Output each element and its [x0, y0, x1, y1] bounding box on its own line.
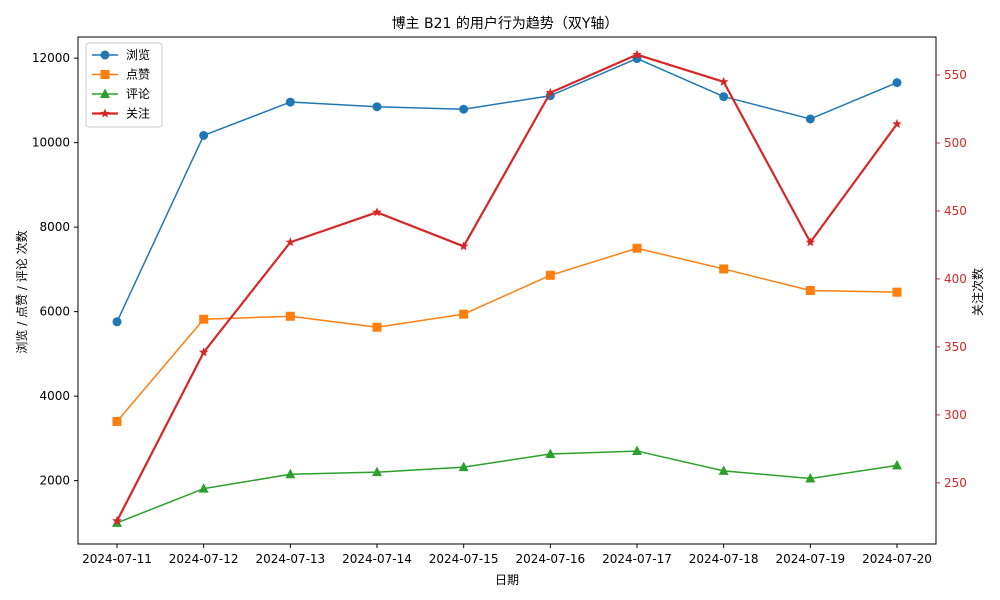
series-line-关注 [116, 53, 898, 522]
y-right-tick-label: 250 [944, 476, 967, 490]
x-tick-label: 2024-07-19 [775, 552, 845, 566]
x-tick-label: 2024-07-15 [429, 552, 499, 566]
data-point [285, 97, 295, 107]
data-point [892, 459, 902, 470]
data-point [892, 78, 902, 88]
legend-label: 评论 [126, 87, 150, 101]
y-left-tick-label: 4000 [39, 389, 70, 403]
series-line-浏览 [116, 57, 898, 323]
y-right-tick-label: 500 [944, 136, 967, 150]
data-point [892, 287, 902, 297]
legend-box [85, 42, 163, 128]
x-tick-label: 2024-07-20 [862, 552, 932, 566]
y-right-tick-label: 300 [944, 408, 967, 422]
data-point [112, 416, 122, 426]
data-point [199, 314, 209, 324]
data-point [458, 241, 469, 251]
data-point [372, 322, 382, 332]
legend-label: 浏览 [126, 47, 150, 62]
data-point [459, 104, 469, 114]
y-right-tick-label: 450 [944, 204, 967, 218]
data-point [719, 264, 729, 274]
data-point [112, 317, 122, 327]
data-point [718, 465, 729, 475]
data-point [198, 483, 209, 493]
data-point [632, 445, 642, 456]
legend-marker [100, 108, 110, 118]
y-left-tick-label: 8000 [39, 220, 70, 234]
y-right-tick-label: 550 [944, 68, 967, 82]
data-point [805, 286, 815, 295]
data-point [632, 243, 642, 253]
data-point [112, 515, 122, 525]
y-left-tick-label: 12000 [32, 51, 70, 65]
y-right-tick-label: 350 [944, 340, 967, 354]
y-axis-right-title: 关注次数 [970, 268, 985, 316]
data-point [285, 311, 295, 321]
y-axis-left-title: 浏览 / 点赞 / 评论 次数 [14, 230, 29, 353]
x-tick-label: 2024-07-17 [602, 552, 672, 566]
data-point [805, 237, 816, 247]
data-point [458, 461, 469, 472]
data-point [719, 92, 729, 102]
plot-frame [77, 36, 937, 545]
legend-marker [100, 88, 110, 98]
data-point [632, 49, 642, 59]
data-point [372, 207, 382, 217]
data-point [199, 130, 209, 140]
y-left-tick-label: 10000 [32, 136, 70, 150]
data-point [545, 448, 556, 459]
legend-marker [100, 50, 110, 60]
data-point [372, 466, 382, 477]
data-point [892, 118, 902, 129]
plot-area: 2024-07-11 2024-07-12 2024-07-13 2024-07-14… [32, 36, 967, 566]
y-left-tick-label: 6000 [39, 305, 70, 319]
data-point [285, 468, 296, 479]
legend-label: 关注 [126, 106, 150, 121]
y-left-tick-label: 2000 [39, 474, 70, 488]
x-tick-label: 2024-07-18 [689, 552, 759, 566]
x-axis-title: 日期 [495, 573, 519, 587]
x-tick-label: 2024-07-14 [342, 552, 412, 566]
data-point [718, 76, 729, 86]
series-line-评论 [116, 450, 898, 524]
data-point [545, 87, 556, 97]
y-right-tick-label: 400 [944, 272, 967, 286]
data-point [372, 102, 382, 112]
data-point [285, 237, 296, 247]
data-point [805, 473, 816, 483]
data-point [198, 347, 209, 357]
x-tick-label: 2024-07-13 [255, 552, 325, 566]
chart-title: 博主 B21 的用户行为趋势（双Y轴） [392, 15, 619, 32]
legend-label: 点赞 [126, 68, 150, 82]
series-line-点赞 [116, 247, 898, 422]
data-point [545, 270, 555, 280]
x-tick-label: 2024-07-16 [515, 552, 585, 566]
x-tick-label: 2024-07-12 [169, 552, 239, 566]
legend-marker [100, 70, 110, 79]
data-point [805, 114, 815, 124]
x-tick-label: 2024-07-11 [82, 552, 152, 566]
data-point [459, 309, 469, 319]
